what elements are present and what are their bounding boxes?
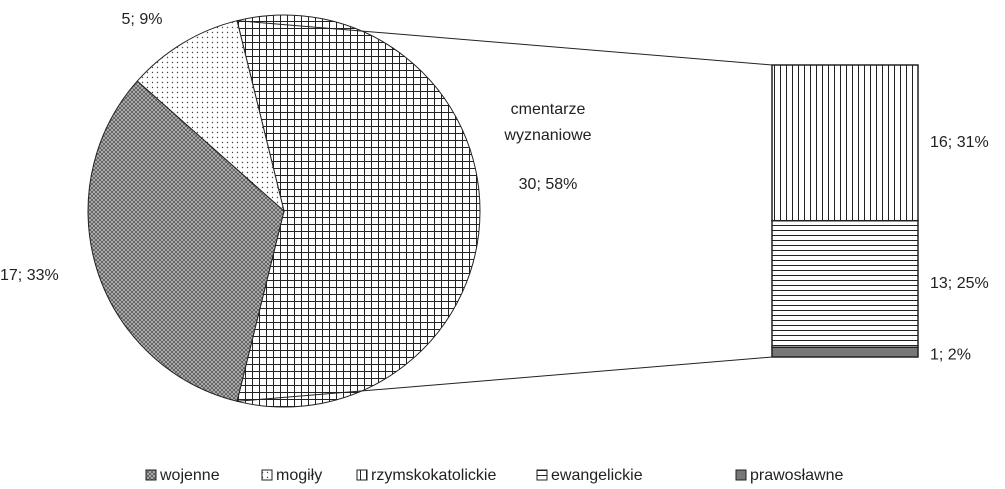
legend-swatch bbox=[145, 469, 157, 481]
legend-swatch bbox=[536, 469, 548, 481]
data-label: 16; 31% bbox=[930, 134, 989, 151]
data-label: 1; 2% bbox=[930, 346, 971, 363]
slice-label: cmentarze wyznaniowe bbox=[504, 101, 592, 144]
legend-label: mogiły bbox=[276, 467, 322, 484]
legend-label: prawosławne bbox=[750, 467, 843, 484]
legend-swatch bbox=[356, 469, 368, 481]
connector bbox=[237, 20, 773, 66]
data-label: 5; 9% bbox=[122, 11, 163, 28]
bar-segment bbox=[771, 64, 919, 222]
pie-slice bbox=[236, 14, 481, 408]
bar-segment bbox=[771, 346, 919, 358]
pie-slice bbox=[87, 80, 285, 402]
bar-segment bbox=[771, 219, 919, 349]
pie-slice bbox=[136, 20, 285, 213]
legend-label: wojenne bbox=[159, 467, 220, 484]
connector bbox=[237, 356, 773, 402]
legend-label: rzymskokatolickie bbox=[371, 467, 496, 484]
legend-swatch bbox=[735, 469, 747, 481]
data-label: 30; 58% bbox=[519, 176, 578, 193]
data-label: 17; 33% bbox=[0, 267, 59, 284]
data-label: 13; 25% bbox=[930, 275, 989, 292]
legend-swatch bbox=[261, 469, 273, 481]
legend-label: ewangelickie bbox=[551, 467, 643, 484]
